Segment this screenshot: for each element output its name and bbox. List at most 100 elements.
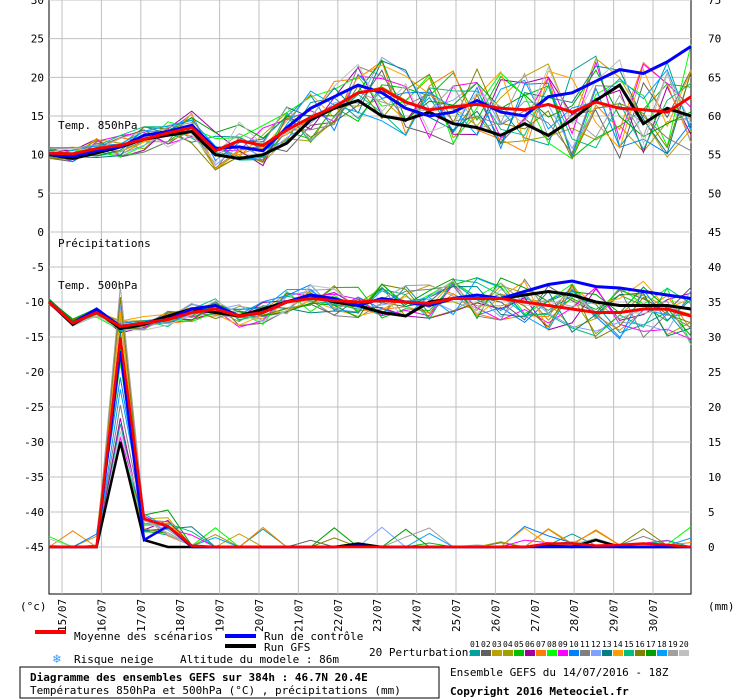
series-precip-line bbox=[49, 336, 692, 549]
date-tick-label: 25/07 bbox=[450, 599, 463, 632]
left-tick-label: -35 bbox=[24, 471, 44, 484]
left-tick-label: -10 bbox=[24, 296, 44, 309]
date-tick-label: 23/07 bbox=[371, 599, 384, 632]
copyright: Copyright 2016 Meteociel.fr bbox=[450, 685, 629, 698]
pert-swatch bbox=[503, 650, 513, 656]
title-box bbox=[19, 666, 440, 699]
series-850-line bbox=[48, 45, 692, 158]
right-tick-label: 0 bbox=[708, 541, 715, 554]
right-tick-label: 65 bbox=[708, 71, 721, 84]
pert-swatch bbox=[470, 650, 480, 656]
pert-swatch bbox=[536, 650, 546, 656]
perturbation-500-line bbox=[48, 279, 692, 332]
pert-swatch bbox=[668, 650, 678, 656]
right-tick-label: 25 bbox=[708, 366, 721, 379]
left-tick-label: -45 bbox=[24, 541, 44, 554]
left-tick-label: 20 bbox=[31, 71, 44, 84]
date-tick-label: 29/07 bbox=[608, 599, 621, 632]
pert-swatch bbox=[569, 650, 579, 656]
pert-number: 04 bbox=[503, 640, 513, 649]
date-tick-label: 24/07 bbox=[411, 599, 424, 632]
left-tick-label: -5 bbox=[31, 261, 44, 274]
right-tick-label: 60 bbox=[708, 110, 721, 123]
legend-mean-label: Moyenne des scénarios bbox=[74, 630, 213, 643]
pert-swatch bbox=[547, 650, 557, 656]
label-temp-500: Temp. 500hPa bbox=[58, 279, 137, 292]
pert-number: 13 bbox=[602, 640, 612, 649]
date-tick-label: 15/07 bbox=[56, 599, 69, 632]
main-series-lines bbox=[47, 45, 692, 549]
right-tick-label: 30 bbox=[708, 331, 721, 344]
left-tick-label: 15 bbox=[31, 110, 44, 123]
date-tick-label: 27/07 bbox=[529, 599, 542, 632]
date-tick-label: 17/07 bbox=[135, 599, 148, 632]
snowflake-icon: ❄ bbox=[52, 652, 61, 667]
title-line1: Diagramme des ensembles GEFS sur 384h : … bbox=[30, 671, 368, 684]
label-temp-850: Temp. 850hPa bbox=[58, 119, 137, 132]
title-line2: Températures 850hPa et 500hPa (°C) , pré… bbox=[30, 684, 401, 697]
pert-number: 07 bbox=[536, 640, 546, 649]
pert-number: 15 bbox=[624, 640, 634, 649]
pert-swatch bbox=[679, 650, 689, 656]
right-tick-label: 40 bbox=[708, 261, 721, 274]
pert-number: 08 bbox=[547, 640, 557, 649]
right-tick-label: 75 bbox=[708, 0, 721, 7]
pert-swatch bbox=[602, 650, 612, 656]
label-precipitations: Précipitations bbox=[58, 237, 151, 250]
left-tick-label: 0 bbox=[37, 226, 44, 239]
pert-number: 02 bbox=[481, 640, 491, 649]
legend: Moyenne des scénarios Run de contrôle Ru… bbox=[35, 630, 689, 667]
left-tick-label: 5 bbox=[37, 187, 44, 200]
left-axis-unit: (°c) bbox=[20, 600, 47, 613]
right-tick-label: 70 bbox=[708, 33, 721, 46]
left-tick-label: 25 bbox=[31, 33, 44, 46]
pert-swatch bbox=[613, 650, 623, 656]
legend-perturbations-label: 20 Perturbations bbox=[369, 646, 475, 659]
left-tick-label: 10 bbox=[31, 149, 44, 162]
pert-number: 12 bbox=[591, 640, 601, 649]
left-axis-ticks: 0 5 10 15 20 25 30 -45 -40 -35 -30 -25 -20 -15 -10 -5 bbox=[24, 0, 44, 554]
pert-swatch bbox=[492, 650, 502, 656]
left-tick-label: -20 bbox=[24, 366, 44, 379]
left-tick-label: -15 bbox=[24, 331, 44, 344]
right-axis-unit: (mm) bbox=[708, 600, 735, 613]
ensemble-info: Ensemble GEFS du 14/07/2016 - 18Z bbox=[450, 666, 669, 679]
x-axis-date-labels: 15/07 16/07 17/07 18/07 19/07 20/07 21/07 22/07… bbox=[56, 599, 660, 632]
series-850-line bbox=[48, 87, 692, 156]
perturbation-legend: 01 02 03 04 05 06 07 08 09 10 11 12 13 14 15 16 17 18 19 20 bbox=[470, 640, 689, 656]
date-tick-label: 26/07 bbox=[489, 599, 502, 632]
right-axis-ticks: 50 55 60 65 70 75 0 5 10 15 20 25 30 35 40 45 bbox=[708, 0, 721, 554]
legend-altitude-label: Altitude du modele : 86m bbox=[180, 653, 339, 666]
perturbation-850-line bbox=[48, 68, 692, 161]
date-tick-label: 19/07 bbox=[214, 599, 227, 632]
pert-swatch bbox=[591, 650, 601, 656]
pert-number: 16 bbox=[635, 640, 645, 649]
pert-number: 19 bbox=[668, 640, 678, 649]
date-tick-label: 30/07 bbox=[647, 599, 660, 632]
pert-swatch bbox=[646, 650, 656, 656]
pert-swatch bbox=[514, 650, 524, 656]
left-tick-label: -40 bbox=[24, 506, 44, 519]
date-tick-label: 18/07 bbox=[174, 599, 187, 632]
pert-number: 20 bbox=[679, 640, 689, 649]
pert-swatch bbox=[481, 650, 491, 656]
left-tick-label: 30 bbox=[31, 0, 44, 7]
pert-number: 18 bbox=[657, 640, 667, 649]
pert-number: 10 bbox=[569, 640, 579, 649]
pert-number: 03 bbox=[492, 640, 502, 649]
right-tick-label: 55 bbox=[708, 149, 721, 162]
pert-swatch bbox=[624, 650, 634, 656]
right-tick-label: 5 bbox=[708, 506, 715, 519]
right-tick-label: 15 bbox=[708, 436, 721, 449]
perturbation-850-line bbox=[49, 82, 692, 161]
legend-gfs-label: Run GFS bbox=[264, 641, 310, 654]
pert-swatch bbox=[558, 650, 568, 656]
date-tick-label: 28/07 bbox=[568, 599, 581, 632]
date-tick-label: 22/07 bbox=[332, 599, 345, 632]
right-tick-label: 50 bbox=[708, 187, 721, 200]
series-500-line bbox=[48, 296, 692, 329]
right-tick-label: 20 bbox=[708, 401, 721, 414]
pert-number: 17 bbox=[646, 640, 656, 649]
pert-number: 05 bbox=[514, 640, 524, 649]
